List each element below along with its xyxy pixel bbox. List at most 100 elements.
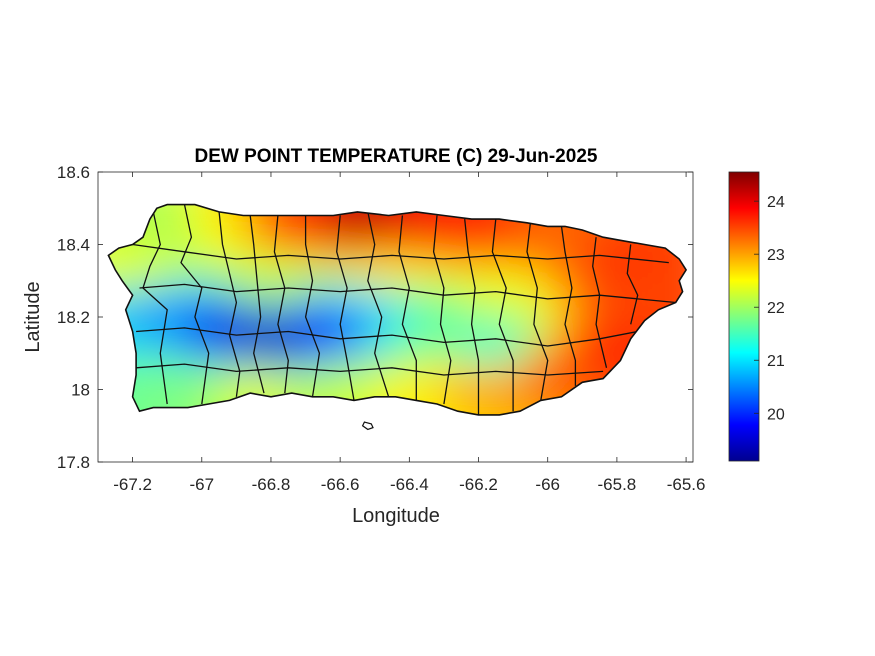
field-cell xyxy=(339,235,349,245)
field-cell xyxy=(168,370,178,380)
field-cell xyxy=(258,235,268,245)
field-cell xyxy=(321,370,331,380)
field-cell xyxy=(420,352,430,362)
field-cell xyxy=(618,334,628,344)
field-cell xyxy=(285,226,295,236)
field-cell xyxy=(366,334,376,344)
field-cell xyxy=(132,253,142,263)
field-cell xyxy=(483,361,493,371)
field-cell xyxy=(699,325,709,335)
field-cell xyxy=(420,217,430,227)
field-cell xyxy=(600,334,610,344)
field-cell xyxy=(438,316,448,326)
field-cell xyxy=(402,388,412,398)
field-cell xyxy=(384,361,394,371)
field-cell xyxy=(402,343,412,353)
field-cell xyxy=(303,379,313,389)
field-cell xyxy=(348,280,358,290)
field-cell xyxy=(204,361,214,371)
field-cell xyxy=(285,334,295,344)
field-cell xyxy=(546,262,556,272)
field-cell xyxy=(537,361,547,371)
field-cell xyxy=(420,370,430,380)
field-cell xyxy=(87,334,97,344)
field-cell xyxy=(357,352,367,362)
field-cell xyxy=(492,262,502,272)
field-cell xyxy=(645,271,655,281)
field-cell xyxy=(609,316,619,326)
field-cell xyxy=(150,397,160,407)
field-cell xyxy=(699,316,709,326)
field-cell xyxy=(267,379,277,389)
field-cell xyxy=(447,397,457,407)
field-cell xyxy=(150,352,160,362)
field-cell xyxy=(366,307,376,317)
field-cell xyxy=(312,325,322,335)
field-cell xyxy=(699,460,709,470)
field-cell xyxy=(483,289,493,299)
field-cell xyxy=(78,433,88,443)
field-cell xyxy=(501,343,511,353)
field-cell xyxy=(546,298,556,308)
field-cell xyxy=(132,262,142,272)
field-cell xyxy=(465,325,475,335)
field-cell xyxy=(501,397,511,407)
field-cell xyxy=(411,271,421,281)
field-cell xyxy=(420,280,430,290)
field-cell xyxy=(366,280,376,290)
field-cell xyxy=(402,226,412,236)
field-cell xyxy=(402,352,412,362)
field-cell xyxy=(546,307,556,317)
x-axis-ticks: -67.2 -67 -66.8 -66.6 -66.4 -66.2 -66 -65.8 -65.… xyxy=(113,172,705,494)
field-cell xyxy=(303,235,313,245)
field-cell xyxy=(573,253,583,263)
field-cell xyxy=(483,316,493,326)
field-cell xyxy=(186,271,196,281)
field-cell xyxy=(411,244,421,254)
field-cell xyxy=(537,235,547,245)
field-cell xyxy=(177,307,187,317)
field-cell xyxy=(258,307,268,317)
field-cell xyxy=(240,325,250,335)
y-tick-label: 18.2 xyxy=(57,308,90,327)
field-cell xyxy=(456,361,466,371)
field-cell xyxy=(501,325,511,335)
field-cell xyxy=(213,298,223,308)
field-cell xyxy=(231,361,241,371)
field-cell xyxy=(303,361,313,371)
field-cell xyxy=(393,253,403,263)
field-cell xyxy=(186,379,196,389)
field-cell xyxy=(231,271,241,281)
field-cell xyxy=(375,280,385,290)
field-cell xyxy=(321,217,331,227)
field-cell xyxy=(627,244,637,254)
field-cell xyxy=(402,316,412,326)
field-cell xyxy=(204,397,214,407)
field-cell xyxy=(528,325,538,335)
field-cell xyxy=(339,244,349,254)
field-cell xyxy=(393,379,403,389)
field-cell xyxy=(186,262,196,272)
field-cell xyxy=(213,370,223,380)
field-cell xyxy=(240,379,250,389)
field-cell xyxy=(249,370,259,380)
field-cell xyxy=(357,289,367,299)
field-cell xyxy=(159,334,169,344)
field-cell xyxy=(186,208,196,218)
field-cell xyxy=(177,208,187,218)
field-cell xyxy=(348,316,358,326)
field-cell xyxy=(420,235,430,245)
field-cell xyxy=(465,352,475,362)
field-cell xyxy=(186,235,196,245)
field-cell xyxy=(618,316,628,326)
field-cell xyxy=(222,325,232,335)
field-cell xyxy=(636,253,646,263)
field-cell xyxy=(177,289,187,299)
field-cell xyxy=(258,280,268,290)
field-cell xyxy=(330,298,340,308)
field-cell xyxy=(456,298,466,308)
field-cell xyxy=(357,298,367,308)
field-cell xyxy=(393,289,403,299)
field-cell xyxy=(546,388,556,398)
field-cell xyxy=(600,316,610,326)
